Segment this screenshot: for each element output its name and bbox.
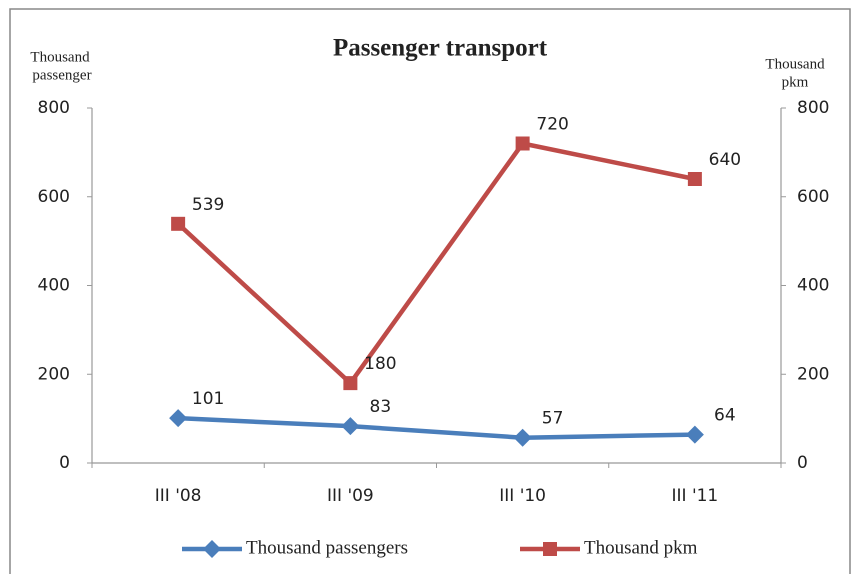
y2-tick-label: 600 [797, 187, 829, 207]
y-tick-label: 800 [38, 98, 70, 118]
data-label: 180 [364, 354, 396, 374]
legend-marker [543, 542, 557, 556]
y-axis-label: Thousand [30, 49, 90, 65]
x-tick-label: III '09 [327, 486, 374, 506]
data-label: 539 [192, 195, 224, 215]
point [515, 136, 530, 151]
data-label: 57 [542, 409, 564, 429]
point [343, 376, 358, 391]
point [341, 417, 360, 436]
y2-tick-label: 200 [797, 364, 829, 384]
chart-border [9, 8, 851, 574]
series-line [176, 141, 696, 386]
legend-label: Thousand pkm [584, 537, 698, 558]
y-tick-label: 200 [38, 364, 70, 384]
data-label: 720 [536, 115, 568, 135]
chart-title: Passenger transport [333, 35, 548, 62]
data-label: 83 [370, 397, 392, 417]
y2-tick-label: 0 [797, 453, 808, 473]
legend-marker [203, 540, 221, 558]
point [171, 216, 186, 231]
legend-label: Thousand passengers [246, 537, 408, 558]
data-label: 64 [714, 406, 736, 426]
data-label: 101 [192, 389, 224, 409]
point [513, 428, 532, 447]
y-tick-label: 600 [38, 187, 70, 207]
data-label: 640 [709, 150, 741, 170]
x-tick-label: III '11 [672, 486, 719, 506]
y-axis-label: passenger [32, 67, 91, 83]
point [169, 409, 188, 428]
point [685, 425, 704, 444]
x-tick-label: III '10 [499, 486, 546, 506]
y2-tick-label: 400 [797, 276, 829, 296]
y2-axis-label: pkm [782, 74, 809, 90]
y-tick-label: 0 [59, 453, 70, 473]
point [687, 172, 702, 186]
series-line [178, 415, 695, 440]
y2-axis-label: Thousand [765, 56, 825, 72]
x-tick-label: III '08 [155, 486, 202, 506]
y2-tick-label: 800 [797, 98, 829, 118]
y-tick-label: 400 [38, 276, 70, 296]
